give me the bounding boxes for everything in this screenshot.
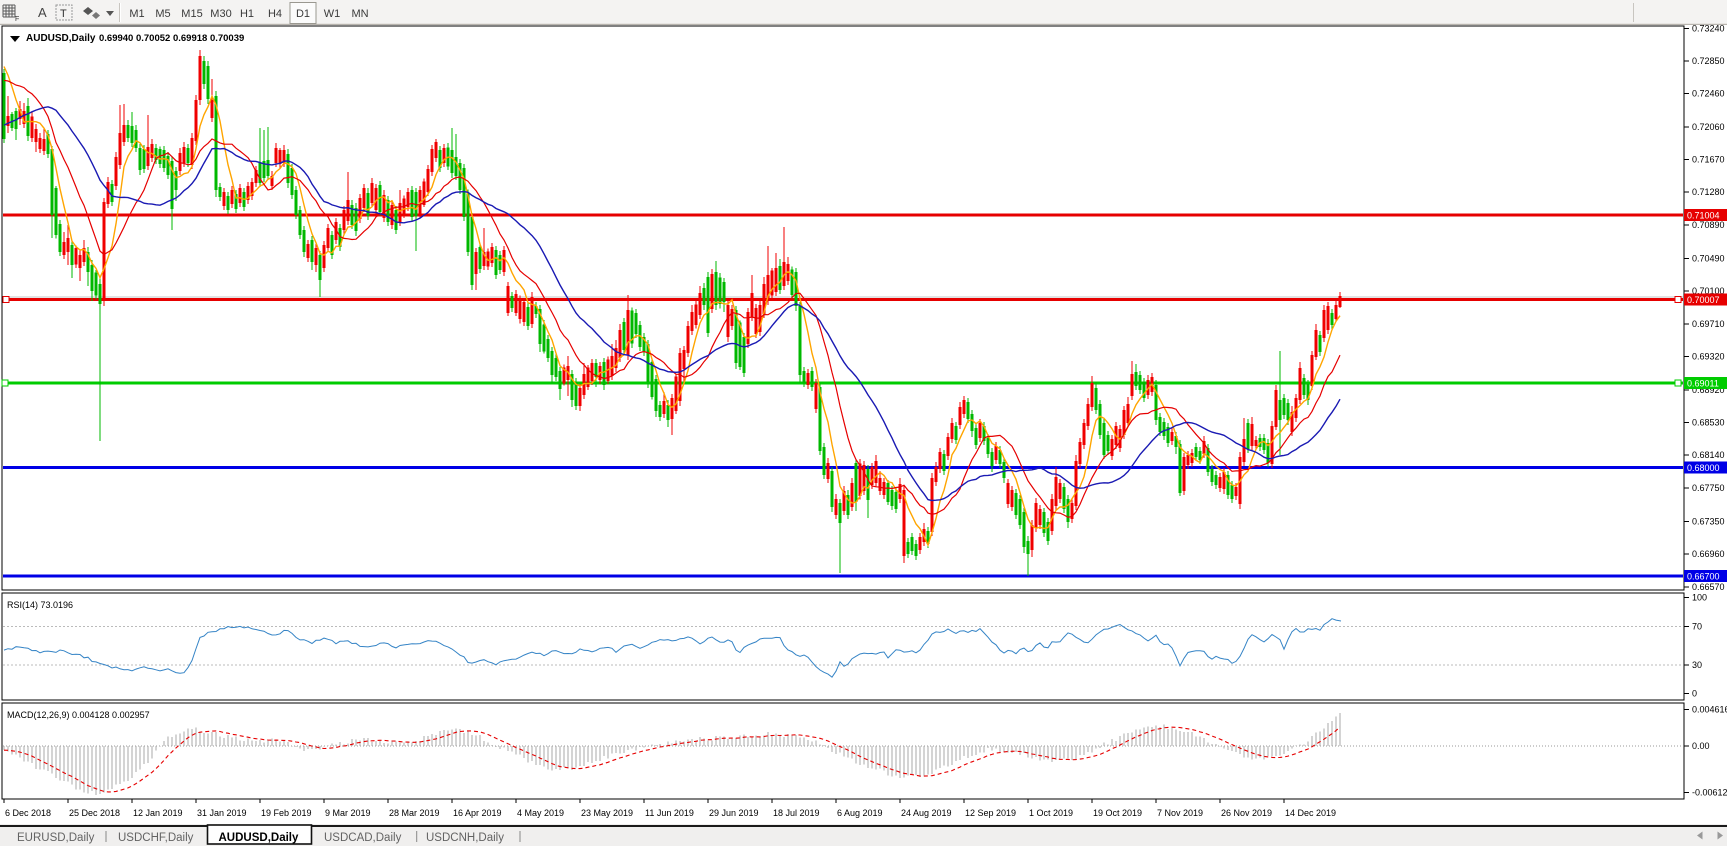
svg-text:23 May 2019: 23 May 2019 — [581, 808, 633, 818]
svg-text:16 Apr 2019: 16 Apr 2019 — [453, 808, 502, 818]
svg-text:100: 100 — [1692, 593, 1707, 603]
svg-text:28 Mar 2019: 28 Mar 2019 — [389, 808, 440, 818]
svg-text:0: 0 — [1692, 689, 1697, 699]
svg-text:0.70890: 0.70890 — [1692, 220, 1725, 230]
svg-text:25 Dec 2018: 25 Dec 2018 — [69, 808, 120, 818]
svg-text:M30: M30 — [210, 8, 231, 20]
svg-text:0.72850: 0.72850 — [1692, 56, 1725, 66]
svg-text:T: T — [60, 8, 67, 20]
svg-text:19 Oct 2019: 19 Oct 2019 — [1093, 808, 1142, 818]
svg-text:M5: M5 — [155, 8, 170, 20]
svg-text:A: A — [38, 5, 47, 20]
svg-text:26 Nov 2019: 26 Nov 2019 — [1221, 808, 1272, 818]
svg-text:M15: M15 — [181, 8, 202, 20]
svg-text:0.69011: 0.69011 — [1687, 379, 1719, 389]
svg-text:19 Feb 2019: 19 Feb 2019 — [261, 808, 312, 818]
svg-text:0.68000: 0.68000 — [1687, 463, 1720, 473]
svg-text:29 Jun 2019: 29 Jun 2019 — [709, 808, 759, 818]
svg-text:0.66700: 0.66700 — [1687, 572, 1720, 582]
svg-text:9 Mar 2019: 9 Mar 2019 — [325, 808, 371, 818]
svg-text:4 May 2019: 4 May 2019 — [517, 808, 564, 818]
svg-text:H1: H1 — [240, 8, 254, 20]
svg-text:EURUSD,Daily: EURUSD,Daily — [17, 832, 95, 844]
svg-text:F: F — [15, 16, 19, 23]
svg-text:18 Jul 2019: 18 Jul 2019 — [773, 808, 820, 818]
svg-text:0.71670: 0.71670 — [1692, 155, 1725, 165]
svg-text:H4: H4 — [268, 8, 282, 20]
svg-text:D1: D1 — [296, 8, 310, 20]
svg-text:31 Jan 2019: 31 Jan 2019 — [197, 808, 247, 818]
svg-text:W1: W1 — [324, 8, 341, 20]
svg-text:11 Jun 2019: 11 Jun 2019 — [645, 808, 694, 818]
svg-text:0.66570: 0.66570 — [1692, 582, 1725, 592]
svg-text:14 Dec 2019: 14 Dec 2019 — [1285, 808, 1336, 818]
svg-text:MN: MN — [351, 8, 368, 20]
svg-text:USDCHF,Daily: USDCHF,Daily — [118, 832, 194, 844]
svg-text:0.71004: 0.71004 — [1687, 211, 1720, 221]
svg-text:0.66960: 0.66960 — [1692, 549, 1725, 559]
svg-text:0.70490: 0.70490 — [1692, 254, 1725, 264]
svg-text:6 Aug 2019: 6 Aug 2019 — [837, 808, 883, 818]
svg-text:0.69710: 0.69710 — [1692, 319, 1725, 329]
svg-text:70: 70 — [1692, 622, 1702, 632]
svg-text:0.00: 0.00 — [1692, 741, 1710, 751]
svg-text:24 Aug 2019: 24 Aug 2019 — [901, 808, 952, 818]
svg-text:30: 30 — [1692, 660, 1702, 670]
svg-text:AUDUSD,Daily: AUDUSD,Daily — [26, 33, 96, 44]
svg-text:12 Jan 2019: 12 Jan 2019 — [133, 808, 183, 818]
svg-text:0.73240: 0.73240 — [1692, 24, 1725, 34]
svg-text:7 Nov 2019: 7 Nov 2019 — [1157, 808, 1203, 818]
svg-text:0.68140: 0.68140 — [1692, 450, 1725, 460]
svg-text:M1: M1 — [129, 8, 144, 20]
svg-text:0.72460: 0.72460 — [1692, 89, 1725, 99]
svg-text:0.004616: 0.004616 — [1692, 704, 1727, 714]
svg-text:0.67350: 0.67350 — [1692, 517, 1725, 527]
svg-text:AUDUSD,Daily: AUDUSD,Daily — [219, 832, 299, 844]
svg-text:6 Dec 2018: 6 Dec 2018 — [5, 808, 51, 818]
svg-text:USDCNH,Daily: USDCNH,Daily — [426, 832, 504, 844]
svg-text:0.69940 0.70052 0.69918 0.7003: 0.69940 0.70052 0.69918 0.70039 — [99, 33, 244, 44]
svg-text:0.70100: 0.70100 — [1692, 286, 1725, 296]
svg-text:0.71280: 0.71280 — [1692, 187, 1725, 197]
svg-text:12 Sep 2019: 12 Sep 2019 — [965, 808, 1016, 818]
svg-text:0.69320: 0.69320 — [1692, 352, 1725, 362]
svg-text:MACD(12,26,9) 0.004128 0.00295: MACD(12,26,9) 0.004128 0.002957 — [7, 710, 150, 720]
svg-text:RSI(14) 73.0196: RSI(14) 73.0196 — [7, 600, 73, 610]
svg-text:0.70007: 0.70007 — [1687, 295, 1720, 305]
svg-text:0.67750: 0.67750 — [1692, 483, 1725, 493]
svg-text:USDCAD,Daily: USDCAD,Daily — [324, 832, 402, 844]
svg-text:0.72060: 0.72060 — [1692, 122, 1725, 132]
svg-text:0.68920: 0.68920 — [1692, 385, 1725, 395]
svg-text:0.68530: 0.68530 — [1692, 418, 1725, 428]
svg-text:1 Oct 2019: 1 Oct 2019 — [1029, 808, 1073, 818]
